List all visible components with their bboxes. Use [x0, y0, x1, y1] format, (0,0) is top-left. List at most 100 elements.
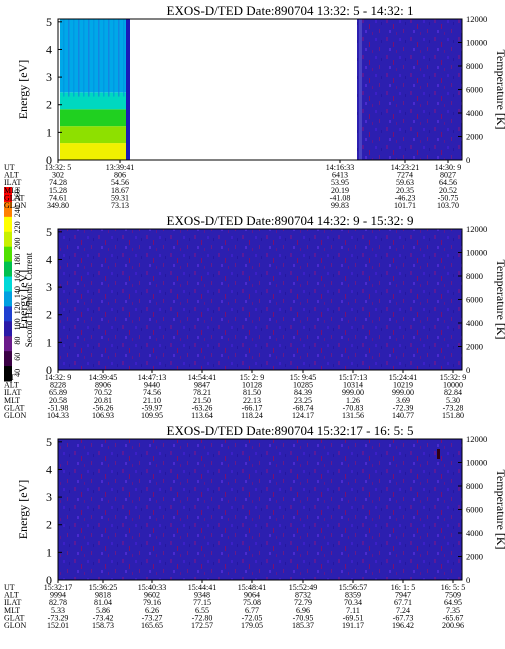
colorbar-tick: 220: [13, 221, 22, 233]
ephem-value: 9440: [144, 381, 160, 390]
ephem-value: 53.95: [331, 178, 349, 187]
panel-3: EXOS-D/TED Date:890704 15:32:17 - 16: 5:…: [4, 423, 505, 630]
colorbar-swatch: [4, 291, 12, 307]
spectrogram-band: [60, 109, 130, 127]
y2-tick-label: 6000: [466, 295, 483, 305]
y2-tick-label: 4000: [466, 528, 483, 538]
ephem-value: -66.17: [242, 403, 263, 412]
ephem-value: 74.28: [49, 178, 67, 187]
y2-tick-label: 12000: [466, 14, 487, 24]
ephem-value: 65.89: [49, 388, 67, 397]
ephem-value: 9602: [144, 591, 160, 600]
ephem-value: 16: 5: 5: [441, 583, 465, 592]
spectrogram-band: [60, 143, 130, 160]
colorbar-tick-label: 40: [13, 369, 22, 377]
ephem-value: 9064: [244, 591, 260, 600]
colorbar-tick-label: 100: [13, 318, 22, 330]
y2-tick-label: 10000: [466, 458, 487, 468]
y2-tick-label: 6000: [466, 85, 483, 95]
ephem-value: -59.97: [142, 403, 163, 412]
ephem-value: 15.28: [49, 186, 67, 195]
colorbar-swatch: [4, 261, 12, 278]
ephem-value: 84.39: [294, 388, 312, 397]
ephem-value: 8906: [95, 381, 111, 390]
spectrogram-segment: [357, 19, 462, 160]
ephem-value: 124.17: [292, 411, 314, 420]
colorbar-tick-label: 220: [13, 221, 22, 233]
y2-tick-label: 12000: [466, 434, 487, 444]
ephem-value: 101.71: [394, 201, 416, 210]
ephem-value: 7509: [445, 591, 461, 600]
colorbar-swatch: [4, 187, 12, 203]
ephem-value: 349.80: [47, 201, 69, 210]
ephem-value: 172.57: [191, 621, 213, 630]
y-tick-label: 2: [46, 308, 52, 322]
y-tick-label: 5: [46, 225, 52, 239]
y2-axis-title: Temperature [K]: [494, 469, 505, 549]
ephem-value: 15:24:41: [389, 373, 417, 382]
ephem-value: 6.55: [195, 606, 209, 615]
y-axis-label: Energy [eV]: [16, 270, 30, 329]
y2-tick-label: 10000: [466, 38, 487, 48]
ephem-value: 9847: [194, 381, 210, 390]
y2-tick-label: 10000: [466, 248, 487, 258]
ephem-value: 10219: [393, 381, 413, 390]
spectrogram-band: [60, 92, 130, 110]
colorbar-tick-label: 140: [13, 286, 22, 298]
ephem-value: -51.98: [48, 403, 69, 412]
ephem-value: 59.31: [111, 193, 129, 202]
ephem-value: 16: 1: 5: [391, 583, 415, 592]
y2-tick-label: 8000: [466, 481, 483, 491]
ephem-value: 15: 9:45: [290, 373, 316, 382]
ephem-value: 15:32:17: [44, 583, 72, 592]
ephem-value: 15:17:13: [339, 373, 367, 382]
ephem-row-label: UT: [4, 373, 15, 382]
ephem-value: 15:52:49: [289, 583, 317, 592]
y2-axis-label: Temperature [K]: [494, 259, 505, 339]
ephem-row-label: UT: [4, 163, 15, 172]
ephem-value: 7.11: [346, 606, 360, 615]
y2-tick-label: 8000: [466, 271, 483, 281]
ephem-value: 5.30: [446, 396, 460, 405]
ephem-value: 15:36:25: [89, 583, 117, 592]
colorbar-label: Second Harmonic Current: [24, 252, 34, 347]
ephem-value: -72.80: [192, 613, 213, 622]
ephem-value: 6.96: [296, 606, 310, 615]
colorbar-tick: 60: [13, 353, 22, 361]
ephem-value: 7274: [397, 171, 413, 180]
ephem-value: 191.17: [342, 621, 364, 630]
ephem-value: 806: [114, 171, 126, 180]
ephem-value: -73.29: [48, 613, 69, 622]
ephem-value: 15:40:33: [138, 583, 166, 592]
ephem-value: 67.71: [394, 598, 412, 607]
ephem-value: 103.70: [437, 201, 459, 210]
ephem-value: 82.78: [49, 598, 67, 607]
ephem-value: 13:32: 5: [45, 163, 71, 172]
ephem-value: 8732: [295, 591, 311, 600]
spectrogram-streak: [68, 19, 70, 97]
ephem-value: -70.83: [343, 403, 364, 412]
y-tick-label: 1: [46, 545, 52, 559]
ephem-row-label: GLON: [4, 201, 26, 210]
spectrogram-streak: [103, 19, 105, 97]
ephem-value: 15:44:41: [188, 583, 216, 592]
ephem-value: 64.56: [439, 178, 457, 187]
ephem-row-label: GLAT: [4, 193, 25, 202]
y-tick-label: 5: [46, 15, 52, 29]
ephem-value: -70.95: [293, 613, 314, 622]
ephem-value: 10128: [242, 381, 262, 390]
colorbar-swatch: [4, 216, 12, 233]
ephem-value: 200.96: [442, 621, 464, 630]
colorbar-swatch: [4, 366, 12, 382]
spectrogram-streak: [93, 19, 95, 97]
y-tick-label: 1: [46, 335, 52, 349]
colorbar-tick-label: 120: [13, 302, 22, 314]
ephem-value: 302: [52, 171, 64, 180]
panel-2: EXOS-D/TED Date:890704 14:32: 9 - 15:32:…: [4, 213, 505, 420]
ephem-value: 1.26: [346, 396, 360, 405]
colorbar-tick-label: 80: [13, 337, 22, 345]
y-tick-label: 0: [46, 363, 52, 377]
y-tick-label: 0: [46, 153, 52, 167]
colorbar-tick: 100: [13, 318, 22, 330]
